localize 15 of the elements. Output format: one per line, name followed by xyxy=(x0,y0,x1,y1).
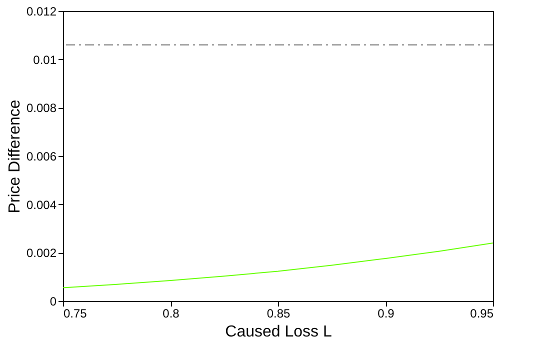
y-tick-label: 0.01 xyxy=(33,52,57,67)
x-tick-label: 0.85 xyxy=(266,306,290,320)
y-tick-label: 0.006 xyxy=(26,150,57,164)
y-tick-label: 0.002 xyxy=(26,246,57,260)
x-axis-title: Caused Loss L xyxy=(225,324,332,340)
y-tick-label: 0.008 xyxy=(26,101,57,116)
line-series xyxy=(62,242,494,288)
y-tick-label: 0 xyxy=(50,294,57,308)
x-tick-label: 0.8 xyxy=(162,306,180,320)
y-tick-label: 0.012 xyxy=(26,4,57,18)
x-tick-label: 0.95 xyxy=(470,306,494,320)
y-tick-label: 0.004 xyxy=(26,198,57,212)
y-axis-title: Price Difference xyxy=(6,100,24,214)
x-tick-label: 0.9 xyxy=(378,306,395,320)
x-tick-label: 0.75 xyxy=(64,306,88,320)
